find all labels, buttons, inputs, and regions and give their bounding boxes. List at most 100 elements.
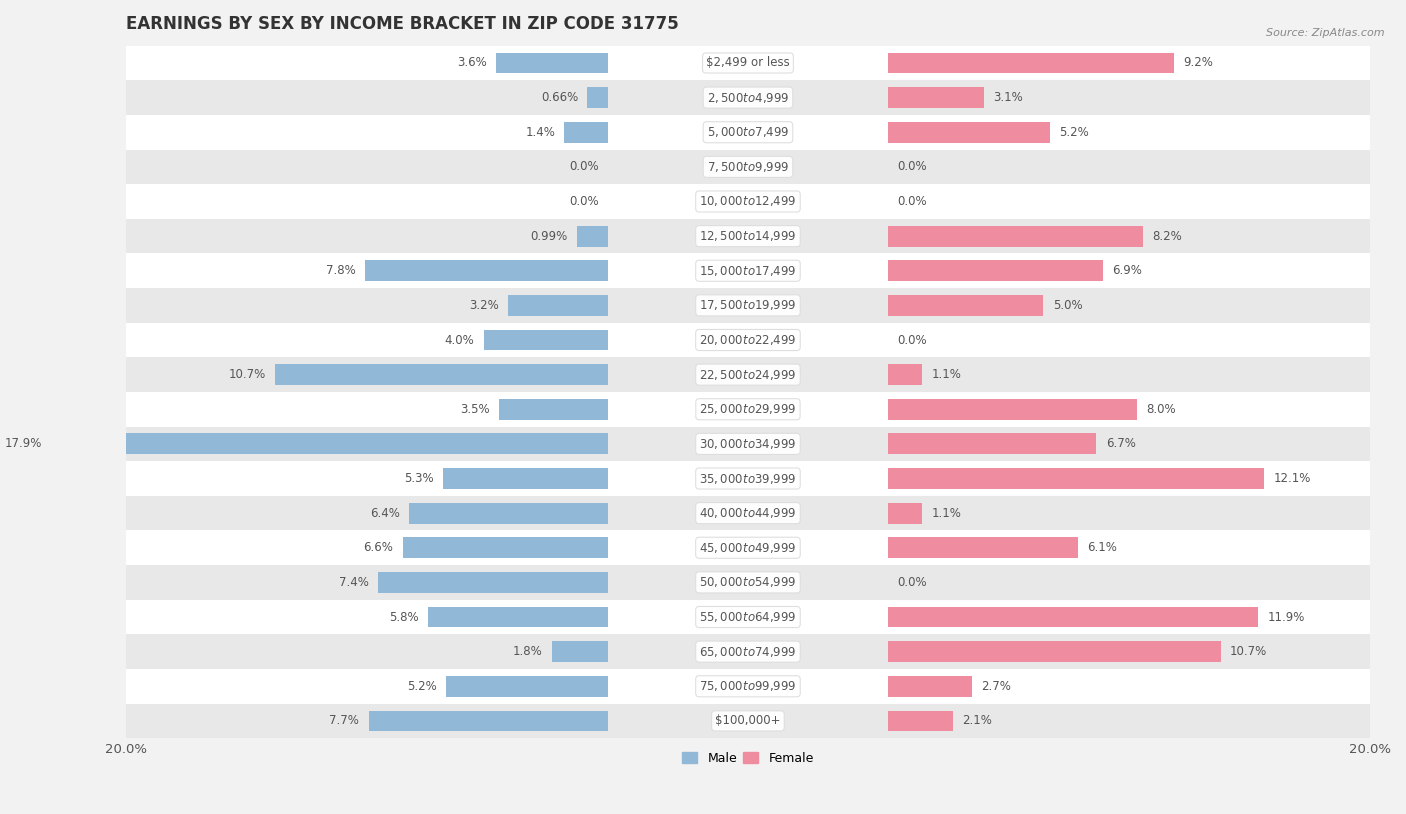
Bar: [127, 357, 1369, 392]
Bar: [127, 496, 1369, 531]
Text: 7.7%: 7.7%: [329, 715, 359, 728]
Bar: [889, 503, 922, 523]
Text: 6.4%: 6.4%: [370, 506, 399, 519]
Bar: [127, 669, 1369, 703]
Bar: [127, 115, 1369, 150]
Bar: [127, 703, 1369, 738]
Bar: [366, 260, 607, 281]
Bar: [889, 364, 922, 385]
Bar: [402, 537, 607, 558]
Text: $7,500 to $9,999: $7,500 to $9,999: [707, 160, 789, 174]
Bar: [889, 122, 1050, 142]
Text: 8.2%: 8.2%: [1153, 230, 1182, 243]
Bar: [127, 322, 1369, 357]
Bar: [578, 225, 607, 247]
Text: 1.4%: 1.4%: [526, 125, 555, 138]
Bar: [889, 260, 1102, 281]
Text: 5.2%: 5.2%: [408, 680, 437, 693]
Bar: [127, 150, 1369, 184]
Text: $2,499 or less: $2,499 or less: [706, 56, 790, 69]
Text: 7.4%: 7.4%: [339, 575, 368, 589]
Bar: [446, 676, 607, 697]
Text: 5.0%: 5.0%: [1053, 299, 1083, 312]
Text: 7.8%: 7.8%: [326, 265, 356, 278]
Legend: Male, Female: Male, Female: [678, 747, 818, 770]
Bar: [443, 468, 607, 489]
Text: 2.1%: 2.1%: [963, 715, 993, 728]
Text: 0.0%: 0.0%: [897, 575, 927, 589]
Bar: [427, 606, 607, 628]
Bar: [276, 364, 607, 385]
Text: 0.0%: 0.0%: [569, 160, 599, 173]
Text: $40,000 to $44,999: $40,000 to $44,999: [699, 506, 797, 520]
Bar: [889, 641, 1220, 662]
Text: $65,000 to $74,999: $65,000 to $74,999: [699, 645, 797, 659]
Text: $15,000 to $17,499: $15,000 to $17,499: [699, 264, 797, 278]
Bar: [889, 225, 1143, 247]
Text: EARNINGS BY SEX BY INCOME BRACKET IN ZIP CODE 31775: EARNINGS BY SEX BY INCOME BRACKET IN ZIP…: [127, 15, 679, 33]
Text: 2.7%: 2.7%: [981, 680, 1011, 693]
Text: $50,000 to $54,999: $50,000 to $54,999: [699, 575, 797, 589]
Bar: [368, 711, 607, 731]
Text: $10,000 to $12,499: $10,000 to $12,499: [699, 195, 797, 208]
Bar: [127, 600, 1369, 634]
Bar: [127, 531, 1369, 565]
Text: $100,000+: $100,000+: [716, 715, 780, 728]
Text: $75,000 to $99,999: $75,000 to $99,999: [699, 679, 797, 694]
Text: 5.3%: 5.3%: [404, 472, 434, 485]
Text: 12.1%: 12.1%: [1274, 472, 1310, 485]
Text: 1.1%: 1.1%: [931, 368, 962, 381]
Text: 6.7%: 6.7%: [1105, 437, 1136, 450]
Text: 10.7%: 10.7%: [229, 368, 266, 381]
Text: 1.1%: 1.1%: [931, 506, 962, 519]
Text: Source: ZipAtlas.com: Source: ZipAtlas.com: [1267, 28, 1385, 38]
Bar: [889, 295, 1043, 316]
Bar: [889, 468, 1264, 489]
Bar: [499, 399, 607, 420]
Text: 5.2%: 5.2%: [1059, 125, 1088, 138]
Text: 3.1%: 3.1%: [994, 91, 1024, 104]
Bar: [889, 87, 984, 108]
Bar: [496, 53, 607, 73]
Bar: [889, 606, 1258, 628]
Text: 3.5%: 3.5%: [460, 403, 489, 416]
Text: $2,500 to $4,999: $2,500 to $4,999: [707, 90, 789, 105]
Bar: [553, 641, 607, 662]
Text: 10.7%: 10.7%: [1230, 646, 1267, 659]
Bar: [889, 537, 1077, 558]
Bar: [51, 434, 607, 454]
Text: $55,000 to $64,999: $55,000 to $64,999: [699, 610, 797, 624]
Text: $30,000 to $34,999: $30,000 to $34,999: [699, 437, 797, 451]
Bar: [127, 427, 1369, 462]
Text: $45,000 to $49,999: $45,000 to $49,999: [699, 540, 797, 555]
Text: 17.9%: 17.9%: [4, 437, 42, 450]
Bar: [409, 503, 607, 523]
Bar: [889, 711, 953, 731]
Text: 4.0%: 4.0%: [444, 334, 474, 347]
Text: 1.8%: 1.8%: [513, 646, 543, 659]
Text: 0.0%: 0.0%: [897, 195, 927, 208]
Text: $25,000 to $29,999: $25,000 to $29,999: [699, 402, 797, 416]
Bar: [127, 81, 1369, 115]
Text: 0.99%: 0.99%: [530, 230, 568, 243]
Text: 0.66%: 0.66%: [541, 91, 578, 104]
Bar: [484, 330, 607, 350]
Bar: [889, 676, 972, 697]
Bar: [127, 288, 1369, 322]
Bar: [378, 572, 607, 593]
Bar: [127, 219, 1369, 253]
Text: $35,000 to $39,999: $35,000 to $39,999: [699, 471, 797, 485]
Text: 6.1%: 6.1%: [1087, 541, 1116, 554]
Text: 0.0%: 0.0%: [569, 195, 599, 208]
Bar: [127, 46, 1369, 81]
Bar: [588, 87, 607, 108]
Bar: [127, 462, 1369, 496]
Bar: [509, 295, 607, 316]
Text: $5,000 to $7,499: $5,000 to $7,499: [707, 125, 789, 139]
Bar: [127, 184, 1369, 219]
Bar: [564, 122, 607, 142]
Text: $22,500 to $24,999: $22,500 to $24,999: [699, 368, 797, 382]
Bar: [127, 253, 1369, 288]
Bar: [889, 399, 1136, 420]
Bar: [889, 434, 1097, 454]
